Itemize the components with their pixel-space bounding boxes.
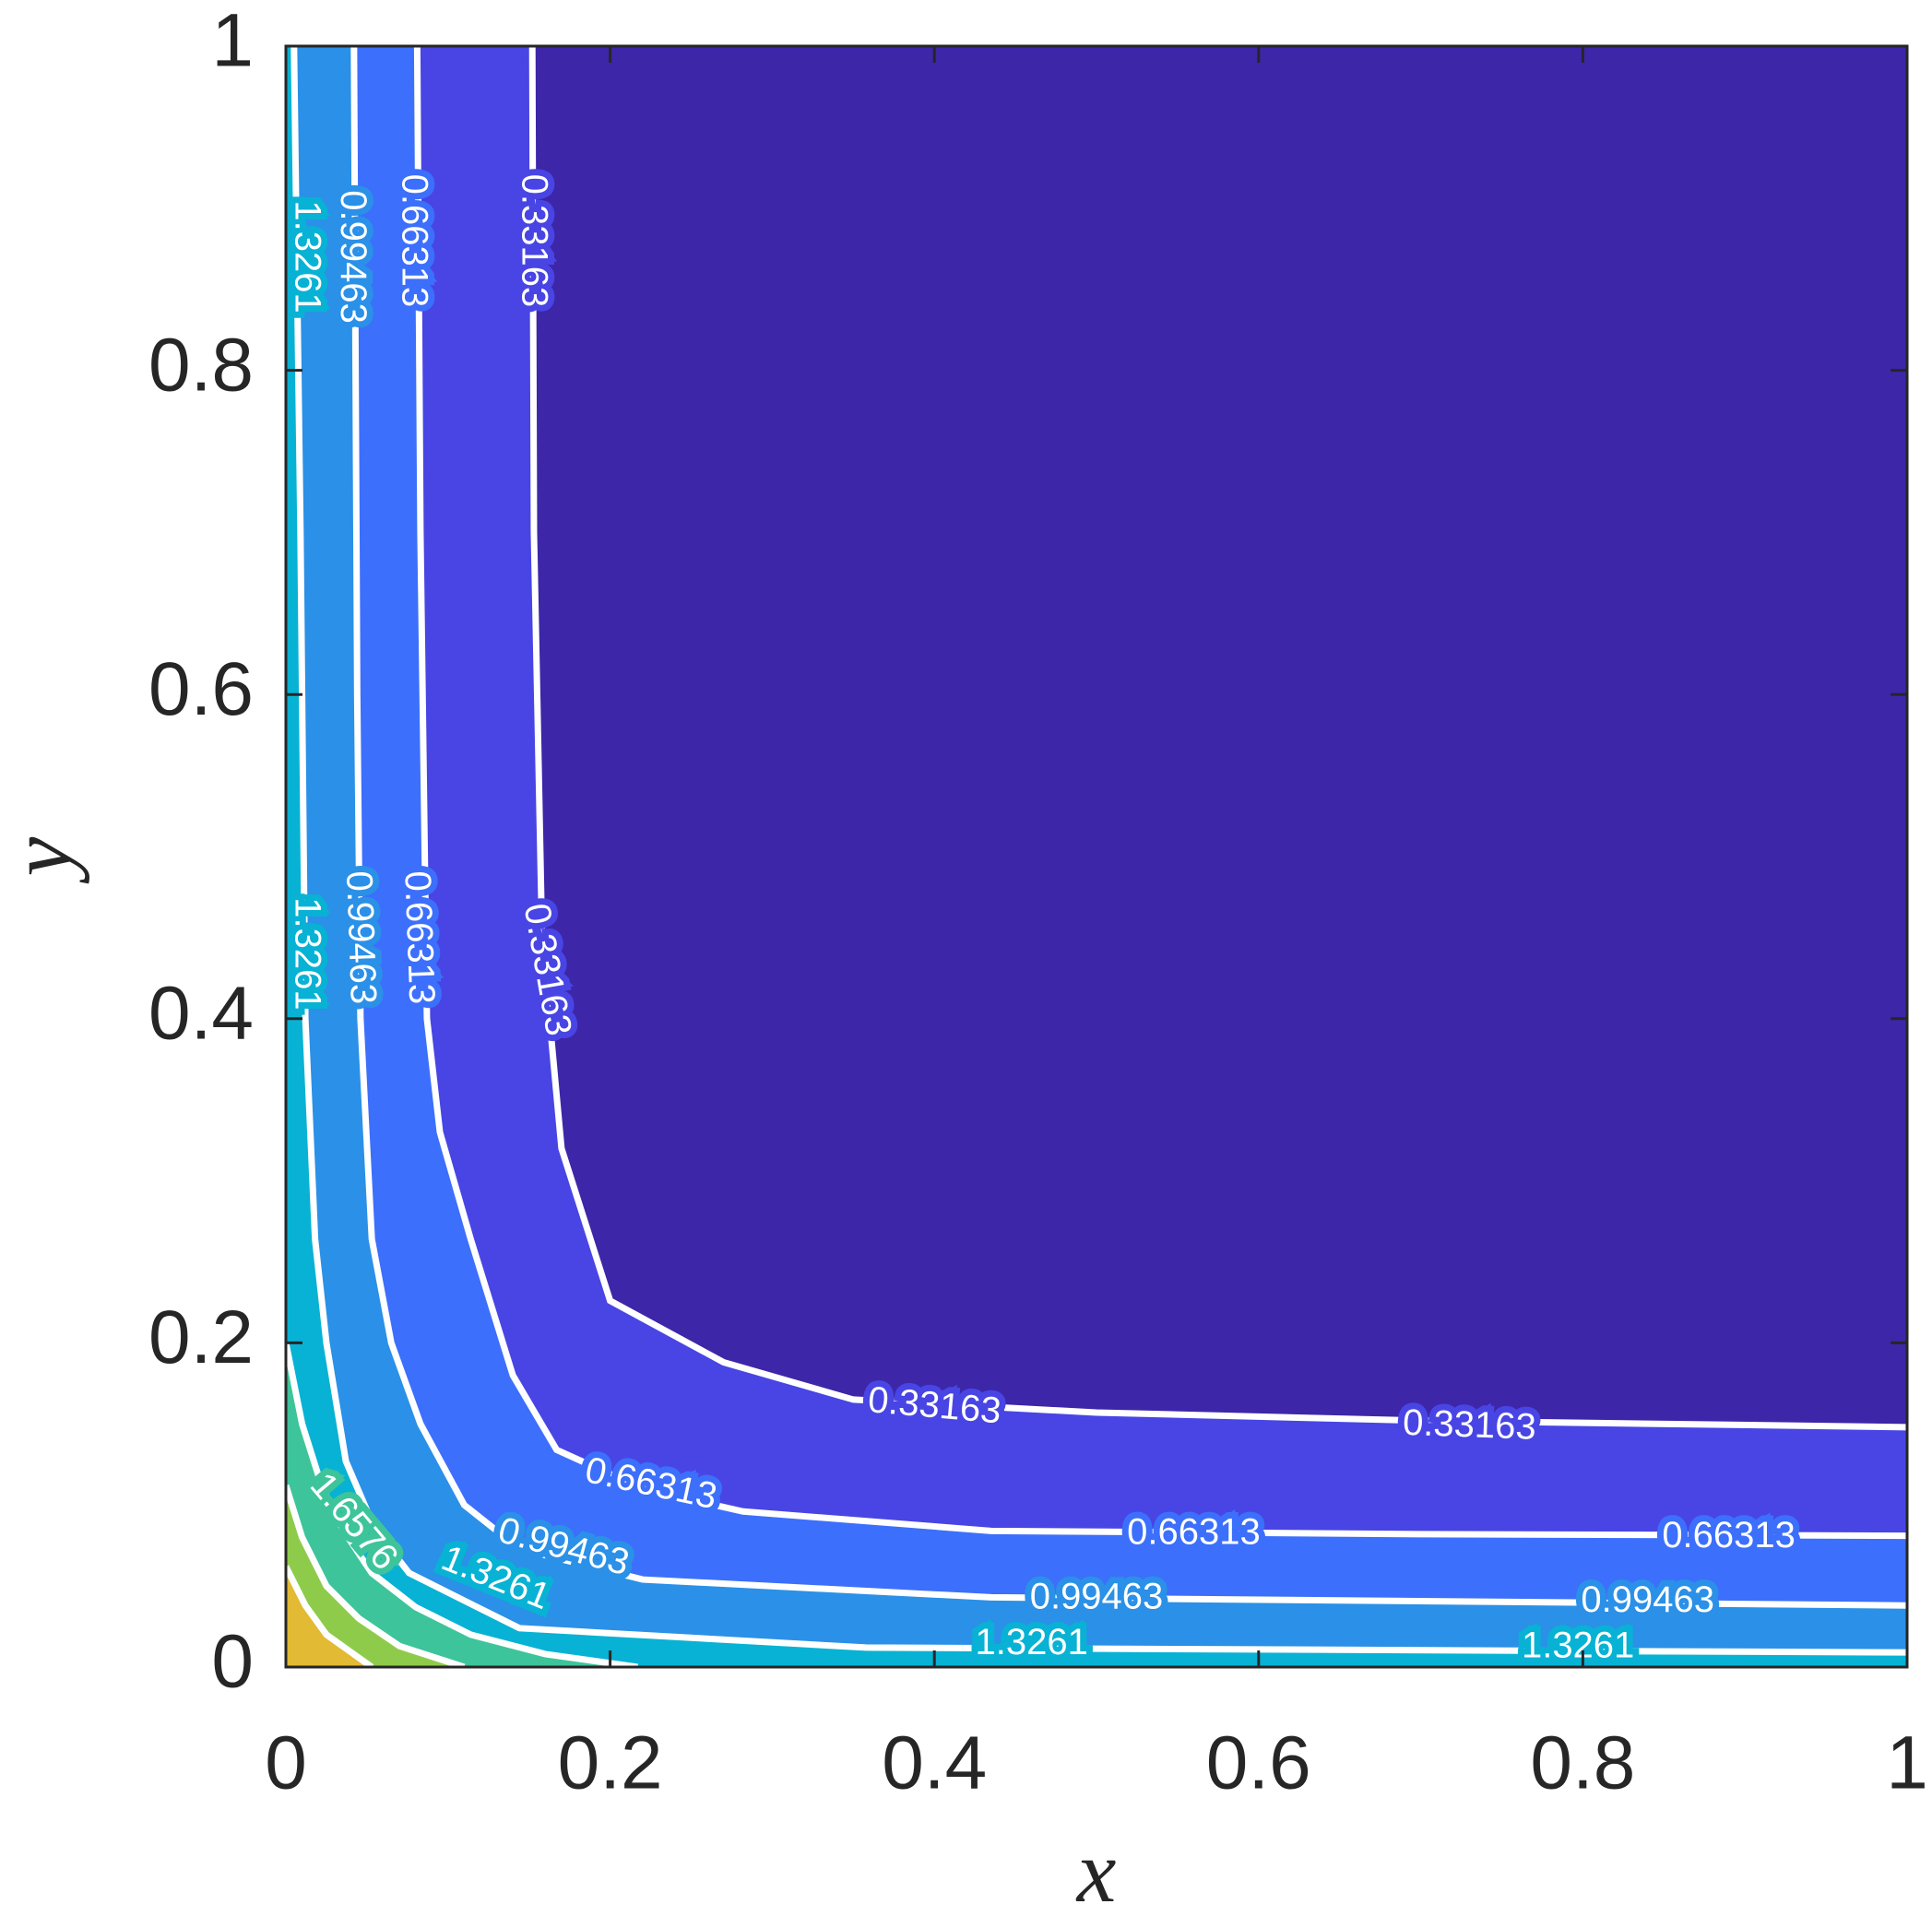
contour-label: 0.33163 bbox=[1402, 1402, 1536, 1448]
x-tick-label: 0.2 bbox=[558, 1721, 663, 1805]
contour-label: 0.99463 bbox=[1030, 1577, 1164, 1617]
contour-fill bbox=[286, 1342, 638, 1667]
contour-fill bbox=[286, 46, 1907, 1667]
contour-label: 0.66313 bbox=[395, 174, 435, 308]
x-tick-label: 1 bbox=[1886, 1721, 1928, 1805]
y-axis-label: y bbox=[0, 836, 89, 884]
contour-label: 0.99463 bbox=[333, 190, 373, 324]
x-axis-label: x bbox=[1075, 1822, 1117, 1916]
x-tick-label: 0.8 bbox=[1530, 1721, 1635, 1805]
contour-label: 0.66313 bbox=[397, 870, 442, 1005]
contour-line bbox=[350, 46, 1907, 1609]
contour-label: 0.66313 bbox=[1127, 1511, 1261, 1552]
y-tick-label: 0.8 bbox=[148, 323, 254, 407]
y-tick-label: 1 bbox=[211, 0, 254, 83]
contour-line bbox=[413, 46, 1907, 1540]
axes: 0 0.2 0.4 0.6 0.8 1 0 0.2 0.4 0.6 0.8 1 bbox=[148, 0, 1928, 1805]
contour-line bbox=[286, 1484, 466, 1667]
contour-line bbox=[290, 46, 1907, 1656]
x-tick-label: 0.6 bbox=[1206, 1721, 1311, 1805]
contour-label: 1.3261 bbox=[976, 1622, 1088, 1662]
x-tick-label: 0.4 bbox=[882, 1721, 987, 1805]
contour-label: 0.33163 bbox=[515, 174, 555, 308]
contour-fill bbox=[286, 1567, 373, 1667]
contour-label: 1.3261 bbox=[288, 200, 328, 313]
y-tick-label: 0.2 bbox=[148, 1295, 254, 1379]
contour-label: 0.66313 bbox=[1662, 1515, 1796, 1555]
y-tick-label: 0 bbox=[211, 1620, 254, 1704]
contour-label: 1.3261 bbox=[288, 897, 328, 1010]
contour-line bbox=[286, 1342, 638, 1667]
contour-line bbox=[528, 46, 1907, 1431]
contour-fill bbox=[286, 1485, 465, 1667]
y-tick-label: 0.4 bbox=[148, 971, 254, 1055]
contour-label: 0.99463 bbox=[338, 870, 384, 1005]
x-tick-label: 0 bbox=[265, 1721, 307, 1805]
contour-label: 1.3261 bbox=[1522, 1625, 1634, 1665]
y-tick-label: 0.6 bbox=[148, 647, 254, 731]
contour-line bbox=[286, 1565, 374, 1667]
contour-label: 0.99463 bbox=[1581, 1579, 1714, 1620]
plot-frame bbox=[284, 44, 1909, 1669]
